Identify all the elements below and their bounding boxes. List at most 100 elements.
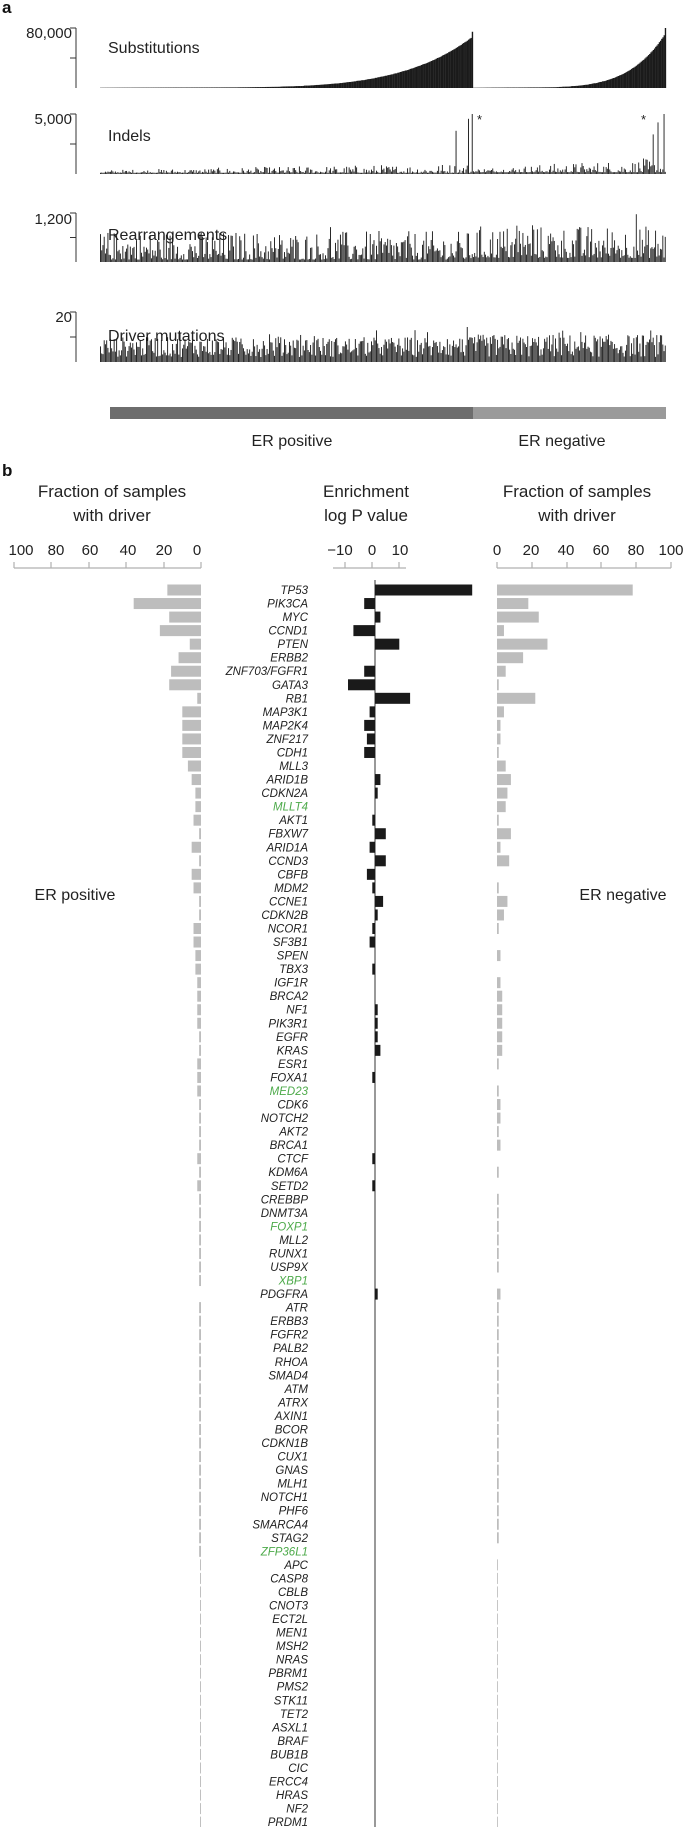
rearrangements-bar-er-negative-26 bbox=[504, 246, 506, 262]
enrichment-bar bbox=[369, 706, 375, 718]
rearrangements-bar-er-negative-106 bbox=[600, 257, 602, 262]
er-negative-fraction-bar bbox=[497, 828, 511, 840]
driver-mutations-bar-er-negative-104 bbox=[598, 356, 600, 362]
gene-row-axin1: AXIN1 bbox=[199, 1410, 499, 1423]
driver-mutations-bar-er-negative-67 bbox=[553, 356, 555, 362]
gene-row-stag2: STAG2 bbox=[199, 1532, 499, 1545]
substitutions-bar-er-negative-38 bbox=[518, 87, 521, 88]
rearrangements-bar-er-positive-285 bbox=[454, 257, 456, 262]
driver-mutations-bar-er-positive-56 bbox=[169, 353, 171, 362]
rearrangements-bar-er-positive-11 bbox=[113, 233, 115, 262]
right-tick-40: 40 bbox=[558, 542, 575, 559]
driver-mutations-bar-er-positive-295 bbox=[466, 327, 468, 362]
substitutions-bar-er-negative-146 bbox=[649, 53, 651, 88]
driver-mutations-bar-er-positive-155 bbox=[292, 340, 294, 362]
panel-b-axes bbox=[13, 562, 672, 1827]
indels-bar-er-positive-292 bbox=[463, 168, 464, 174]
rearrangements-bar-er-positive-283 bbox=[451, 253, 453, 262]
indels-bar-er-positive-76 bbox=[194, 172, 196, 174]
indels-bar-er-positive-156 bbox=[293, 167, 295, 174]
gene-label: CIC bbox=[288, 1763, 309, 1775]
gene-row-apc: APC bbox=[200, 1559, 498, 1572]
panel-a-axes bbox=[70, 27, 77, 362]
rearrangements-bar-er-positive-299 bbox=[471, 254, 473, 262]
driver-mutations-bar-er-positive-137 bbox=[270, 342, 272, 362]
substitutions-bar-er-negative-152 bbox=[656, 45, 658, 88]
rearrangements-bar-er-positive-56 bbox=[169, 235, 171, 262]
er-negative-fraction-bar bbox=[497, 665, 506, 677]
rearrangements-bar-er-positive-41 bbox=[150, 258, 152, 262]
substitutions-bar-er-positive-223 bbox=[377, 77, 379, 88]
rearrangements-bar-er-positive-238 bbox=[395, 243, 397, 262]
indels-bar-er-positive-154 bbox=[291, 172, 293, 174]
driver-mutations-bar-er-positive-254 bbox=[415, 356, 417, 362]
gene-row-gata3: GATA3 bbox=[169, 679, 499, 692]
er-negative-fraction-bar bbox=[497, 1261, 499, 1273]
indels-bar-er-positive-25 bbox=[131, 172, 133, 174]
driver-mutations-bar-er-negative-62 bbox=[547, 348, 549, 362]
driver-mutations-bar-er-positive-140 bbox=[274, 355, 275, 362]
rearrangements-bar-er-positive-12 bbox=[114, 259, 116, 262]
panel-b-letter: b bbox=[2, 461, 12, 480]
drivers-label: Driver mutations bbox=[108, 328, 224, 345]
driver-mutations-bar-er-positive-279 bbox=[446, 339, 448, 362]
driver-mutations-bar-er-positive-212 bbox=[363, 337, 365, 362]
indels-bar-er-negative-39 bbox=[520, 172, 521, 174]
er-positive-fraction-bar bbox=[197, 1180, 201, 1192]
driver-mutations-bar-er-positive-132 bbox=[264, 345, 266, 362]
driver-mutations-bar-er-positive-84 bbox=[204, 346, 206, 362]
indels-bar-er-positive-196 bbox=[343, 168, 345, 174]
substitutions-bar-er-positive-163 bbox=[302, 85, 305, 88]
rearrangements-bar-er-negative-75 bbox=[563, 230, 565, 262]
rearrangements-bar-er-positive-234 bbox=[390, 245, 392, 262]
indels-bar-er-positive-296 bbox=[468, 118, 469, 174]
driver-mutations-bar-er-positive-256 bbox=[418, 351, 420, 362]
rearrangements-bar-er-positive-139 bbox=[272, 251, 274, 262]
driver-mutations-bar-er-positive-25 bbox=[131, 347, 133, 362]
driver-mutations-bar-er-positive-129 bbox=[260, 357, 262, 362]
er-positive-fraction-bar bbox=[200, 1803, 201, 1815]
driver-mutations-bar-er-positive-215 bbox=[367, 342, 369, 362]
er-positive-fraction-bar bbox=[199, 1112, 201, 1124]
driver-mutations-bar-er-positive-68 bbox=[184, 339, 186, 362]
er-negative-fraction-bar bbox=[497, 1017, 503, 1029]
driver-mutations-bar-er-positive-265 bbox=[429, 345, 431, 362]
rearrangements-bar-er-positive-106 bbox=[231, 235, 233, 262]
gene-row-stk11: STK11 bbox=[200, 1694, 498, 1707]
driver-mutations-bar-er-positive-299 bbox=[471, 337, 473, 362]
rearrangements-bar-er-positive-269 bbox=[434, 251, 436, 262]
rearrangements-bar-er-negative-119 bbox=[616, 250, 618, 262]
enrichment-bar bbox=[375, 855, 386, 867]
driver-mutations-bar-er-negative-33 bbox=[512, 348, 514, 362]
rearrangements-bar-er-positive-121 bbox=[250, 259, 252, 262]
rearrangements-bar-er-positive-35 bbox=[143, 246, 145, 262]
rearrangements-bar-er-positive-186 bbox=[331, 257, 333, 262]
gene-label: CTCF bbox=[277, 1154, 309, 1166]
indels-bar-er-positive-181 bbox=[325, 171, 326, 174]
rearrangements-bar-er-negative-38 bbox=[518, 230, 520, 262]
substitutions-bar-er-positive-222 bbox=[376, 77, 378, 88]
substitutions-bar-er-positive-121 bbox=[250, 87, 252, 88]
rearrangements-bar-er-positive-280 bbox=[448, 257, 450, 262]
driver-mutations-bar-er-positive-13 bbox=[116, 338, 118, 362]
rearrangements-bar-er-positive-229 bbox=[384, 242, 386, 262]
driver-mutations-bar-er-negative-122 bbox=[620, 346, 622, 362]
substitutions-bar-er-positive-250 bbox=[410, 68, 413, 88]
substitutions-bar-er-negative-141 bbox=[643, 59, 645, 88]
driver-mutations-bar-er-negative-51 bbox=[534, 338, 536, 362]
indels-bar-er-positive-112 bbox=[239, 172, 241, 174]
rearrangements-bar-er-negative-52 bbox=[535, 254, 537, 262]
indels-bar-er-positive-236 bbox=[393, 170, 395, 174]
gene-label: MLH1 bbox=[277, 1479, 308, 1491]
indels-bar-er-positive-31 bbox=[138, 172, 140, 174]
rearrangements-bar-er-negative-91 bbox=[582, 253, 584, 262]
indels-bar-er-positive-128 bbox=[259, 172, 261, 174]
substitutions-bar-er-negative-87 bbox=[577, 85, 580, 88]
driver-mutations-bar-er-positive-202 bbox=[351, 351, 353, 362]
indels-bar-er-positive-210 bbox=[361, 172, 363, 174]
driver-mutations-bar-er-positive-187 bbox=[332, 356, 334, 362]
substitutions-bar-er-positive-251 bbox=[412, 68, 414, 88]
rearrangements-bar-er-negative-159 bbox=[664, 236, 666, 262]
driver-mutations-bar-er-positive-284 bbox=[453, 340, 455, 362]
rearrangements-bar-er-negative-81 bbox=[570, 257, 572, 262]
